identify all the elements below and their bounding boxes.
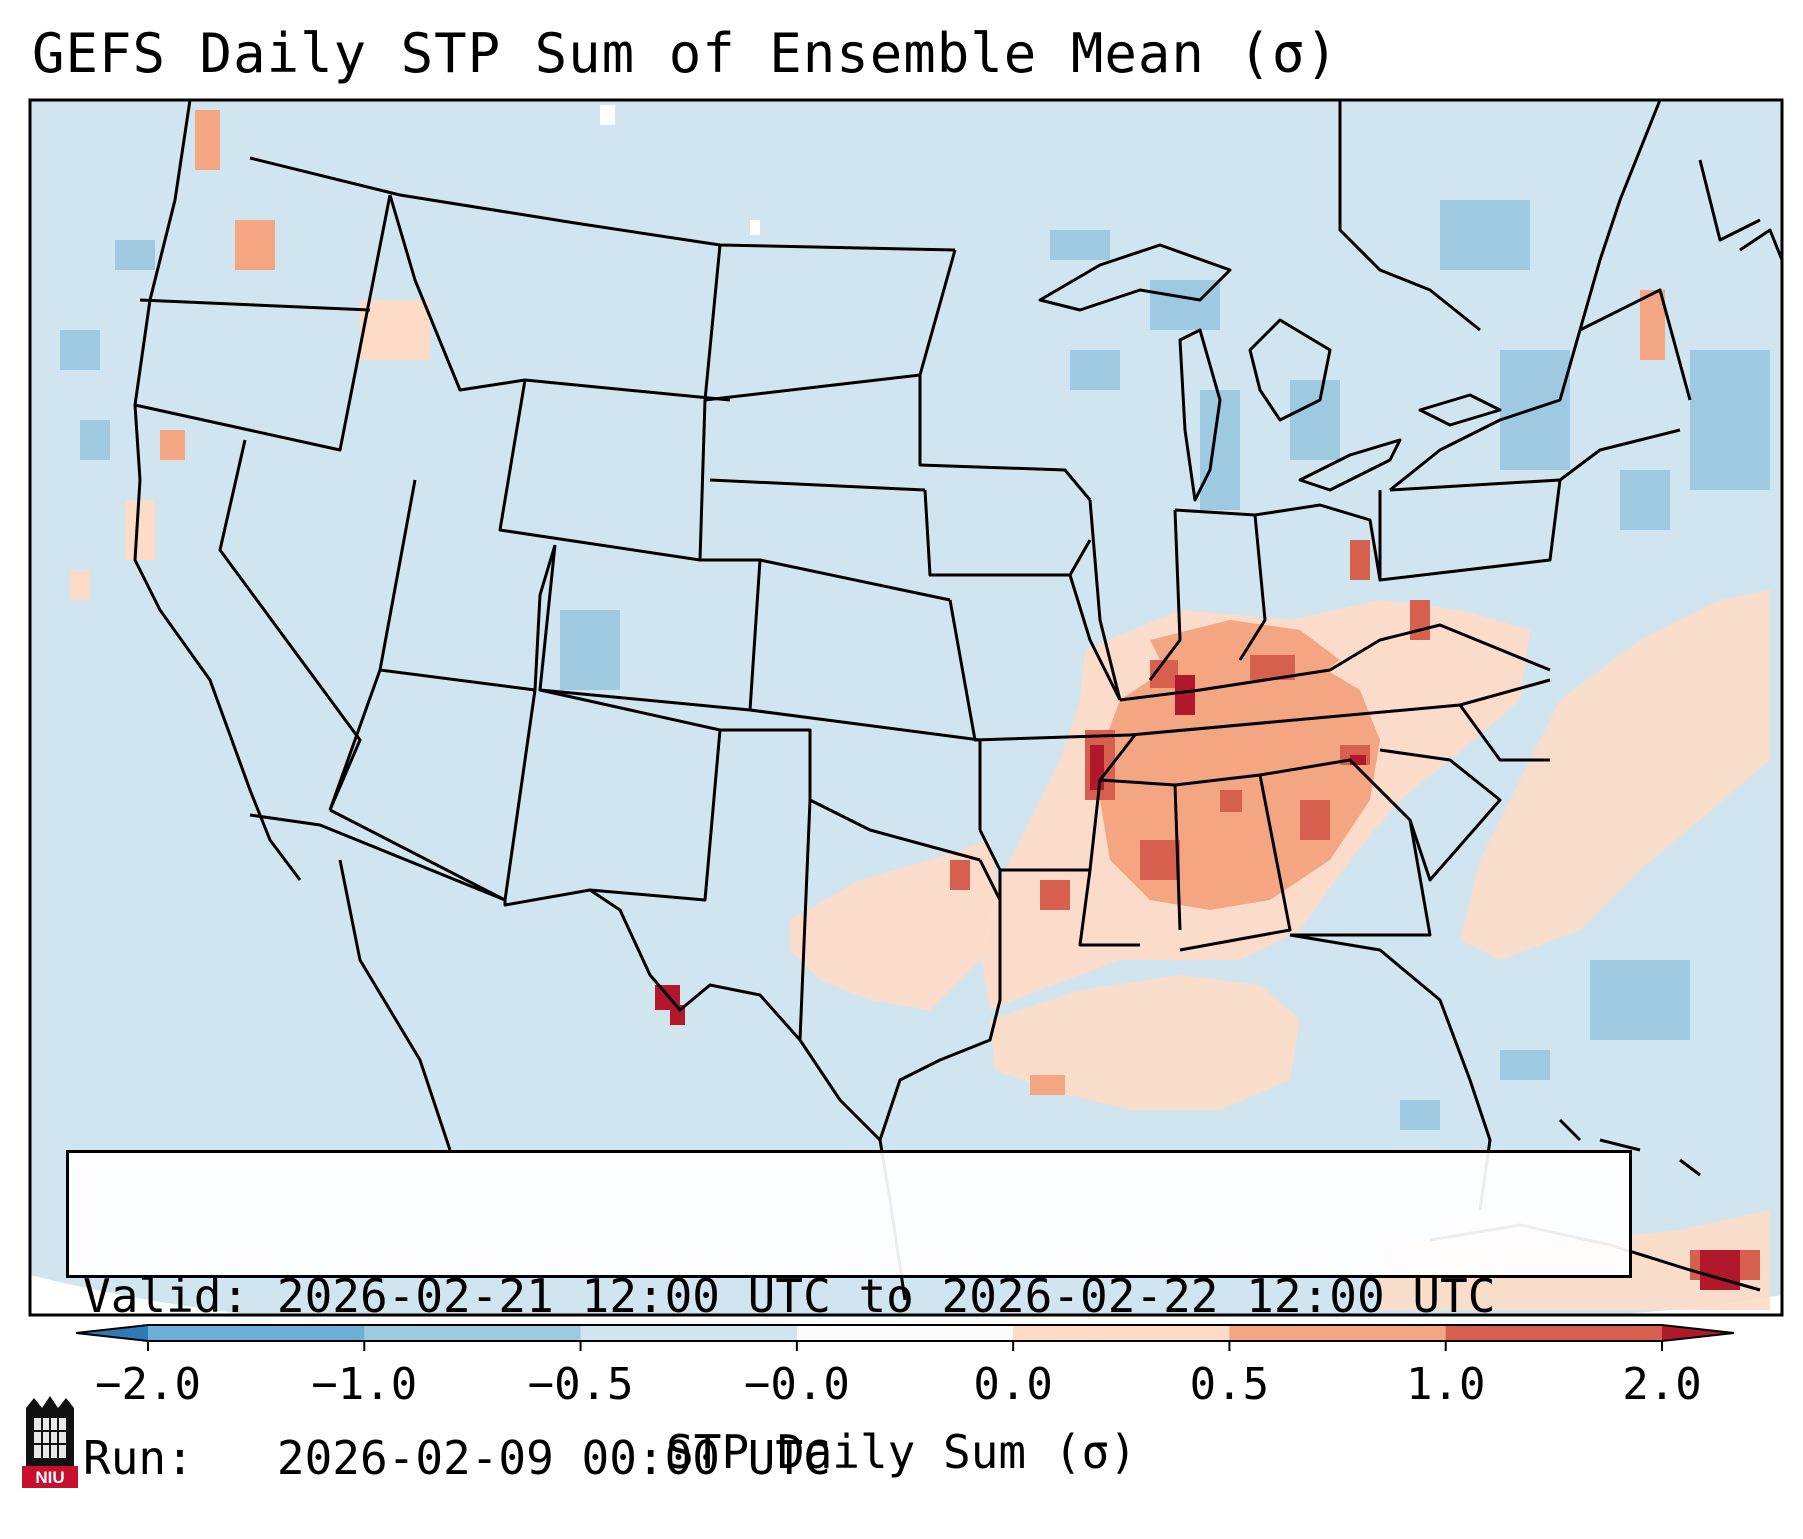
- cell: [1300, 800, 1330, 840]
- colorbar-segment: [1445, 1325, 1663, 1341]
- coastline-west: [133, 100, 302, 881]
- cell: [1440, 200, 1530, 270]
- colorbar-segment: [364, 1325, 582, 1341]
- map-frame: [28, 98, 1784, 1317]
- lake-erie: [1298, 438, 1402, 492]
- cell: [125, 500, 155, 560]
- colorbar-segments: [75, 1324, 1735, 1342]
- cell: [560, 610, 620, 690]
- colorbar-tick-label: 1.0: [1406, 1359, 1485, 1410]
- colorbar-ticks: −2.0 −1.0 −0.5 −0.0 0.0 0.5 1.0 2.0: [95, 1341, 1702, 1410]
- cell: [70, 570, 90, 600]
- colorbar-segment: [148, 1325, 365, 1341]
- lake-huron: [1248, 318, 1332, 422]
- positive-region-atlantic: [1460, 590, 1770, 960]
- cell: [1690, 350, 1770, 490]
- map-domain: [30, 100, 1782, 1315]
- positive-region-texas: [790, 840, 1000, 1010]
- cell: [1220, 790, 1242, 812]
- colorbar: −2.0 −1.0 −0.5 −0.0 0.0 0.5 1.0 2.0: [75, 1324, 1735, 1410]
- border-canada: [249, 156, 956, 252]
- cell: [195, 110, 220, 170]
- cell: [115, 240, 155, 270]
- cell: [950, 860, 970, 890]
- chart-title: GEFS Daily STP Sum of Ensemble Mean (σ): [32, 22, 1339, 85]
- colorbar-tick-label: −1.0: [311, 1359, 417, 1410]
- cell: [1500, 1050, 1550, 1080]
- state-boundaries: [133, 100, 1782, 1301]
- niu-tower-logo-icon: NIU: [22, 1396, 78, 1488]
- run-value: 2026-02-09 00:00 UTC: [276, 1431, 831, 1485]
- cell: [1350, 540, 1370, 580]
- valid-value: 2026-02-21 12:00 UTC to 2026-02-22 12:00…: [276, 1269, 1496, 1323]
- colorbar-tick-label: −0.0: [744, 1359, 850, 1410]
- cell: [1030, 1075, 1065, 1095]
- cell: [235, 220, 275, 270]
- colorbar-tick-label: 0.0: [973, 1359, 1052, 1410]
- cell: [80, 420, 110, 460]
- cell: [1290, 380, 1340, 460]
- lake-ontario: [1418, 393, 1502, 427]
- cell: [1400, 1100, 1440, 1130]
- run-line: Run: 2026-02-09 00:00 UTC: [83, 1431, 1615, 1485]
- colorbar-tick-label: 0.5: [1190, 1359, 1269, 1410]
- cell: [1140, 840, 1180, 880]
- lake-superior: [1038, 243, 1232, 312]
- valid-time-box: Valid: 2026-02-21 12:00 UTC to 2026-02-2…: [66, 1150, 1632, 1485]
- cell: [1590, 960, 1690, 1040]
- lake-michigan: [1178, 328, 1222, 502]
- cell: [1150, 280, 1220, 330]
- colorbar-segment: [796, 1325, 1014, 1341]
- logo-text: NIU: [35, 1468, 64, 1487]
- cell: [600, 105, 615, 125]
- run-label: Run:: [83, 1431, 194, 1485]
- colorbar-segment: [1013, 1325, 1230, 1341]
- cell: [1040, 880, 1070, 910]
- colorbar-extend-low: [76, 1325, 148, 1341]
- cell: [60, 330, 100, 370]
- colorbar-label: STP Daily Sum (σ): [666, 1425, 1137, 1479]
- stp-map: [28, 98, 1784, 1317]
- cell: [1070, 350, 1120, 390]
- positive-region-gulf: [990, 975, 1300, 1110]
- cell: [160, 430, 185, 460]
- colorbar-tick-label: −2.0: [95, 1359, 201, 1410]
- valid-label: Valid:: [83, 1269, 250, 1323]
- cell: [1640, 290, 1665, 360]
- colorbar-tick-label: 2.0: [1622, 1359, 1701, 1410]
- cell: [360, 300, 430, 360]
- cell: [1350, 755, 1366, 765]
- colorbar-tick-label: −0.5: [528, 1359, 634, 1410]
- valid-line: Valid: 2026-02-21 12:00 UTC to 2026-02-2…: [83, 1269, 1615, 1323]
- colorbar-extend-high: [1662, 1325, 1734, 1341]
- cell: [1175, 675, 1195, 715]
- cell: [1620, 470, 1670, 530]
- cell: [1050, 230, 1110, 260]
- cell: [750, 220, 760, 235]
- colorbar-segment: [580, 1325, 798, 1341]
- colorbar-segment: [1229, 1325, 1447, 1341]
- cell: [1500, 350, 1570, 470]
